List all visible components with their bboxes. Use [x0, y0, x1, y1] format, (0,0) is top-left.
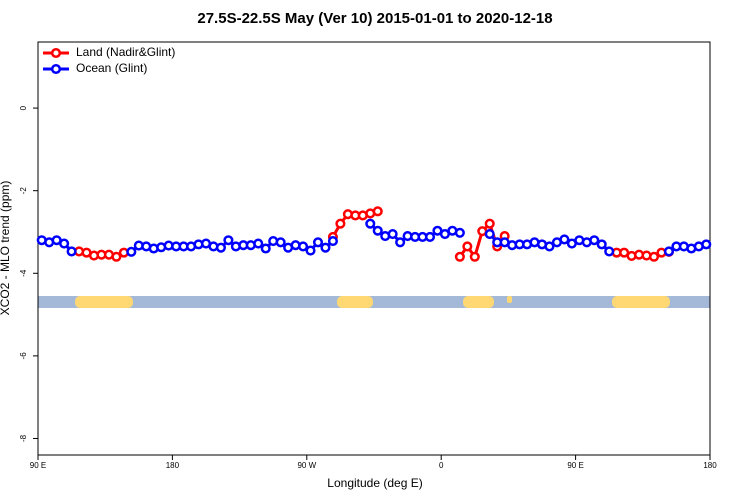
y-tick-label: -4: [19, 269, 28, 277]
plot-frame: [37, 41, 711, 456]
data-point: [305, 245, 316, 256]
data-point: [604, 246, 615, 257]
data-point: [462, 241, 473, 252]
land-patch: [75, 296, 133, 308]
legend-label: Ocean (Glint): [76, 61, 147, 75]
data-point: [544, 241, 555, 252]
x-axis-label: Longitude (deg E): [327, 476, 422, 490]
x-tick-label: 0: [439, 461, 444, 470]
data-point: [589, 235, 600, 246]
data-point: [596, 239, 607, 250]
legend-label: Land (Nadir&Glint): [76, 45, 175, 59]
data-point: [484, 228, 495, 240]
data-point: [372, 206, 383, 217]
land-patch: [463, 296, 494, 308]
x-tick-label: 180: [703, 461, 717, 470]
chart-title: 27.5S-22.5S May (Ver 10) 2015-01-01 to 2…: [197, 10, 552, 27]
data-point: [454, 227, 465, 238]
x-tick-label: 90 E: [567, 461, 583, 470]
y-tick-label: -8: [19, 434, 28, 442]
data-point: [559, 234, 570, 245]
data-point: [424, 231, 436, 242]
data-point: [387, 228, 398, 240]
data-point: [126, 246, 137, 257]
data-point: [469, 251, 480, 262]
land-ocean-strip: [38, 296, 710, 308]
land-patch: [507, 296, 512, 303]
y-axis-label: XCO2 - MLO trend (ppm): [0, 181, 12, 316]
legend-marker: [50, 63, 62, 75]
legend-marker: [50, 47, 62, 59]
data-point: [320, 242, 331, 253]
data-point: [395, 237, 406, 248]
data-point: [327, 236, 338, 247]
data-point: [253, 238, 264, 249]
data-point: [215, 242, 226, 253]
data-point: [260, 243, 271, 254]
y-tick-label: 0: [19, 105, 28, 110]
data-point: [454, 251, 465, 262]
data-point: [223, 235, 234, 246]
ocean-strip: [38, 296, 710, 308]
land-patch: [337, 296, 373, 308]
data-point: [111, 251, 122, 262]
x-tick-label: 90 W: [297, 461, 316, 470]
y-tick-label: -2: [19, 187, 28, 195]
data-point: [372, 225, 383, 236]
data-point: [365, 218, 376, 229]
data-point: [701, 239, 712, 250]
x-tick-label: 180: [166, 461, 180, 470]
data-point: [648, 251, 660, 262]
data-point: [275, 237, 286, 248]
data-point: [484, 218, 495, 229]
data-point: [335, 218, 346, 229]
data-point: [59, 238, 70, 249]
data-point: [298, 241, 309, 252]
x-tick-label: 90 E: [30, 461, 46, 470]
land-patch: [612, 296, 670, 308]
data-point: [663, 246, 674, 257]
y-tick-label: -6: [19, 352, 28, 360]
data-point: [312, 237, 324, 248]
data-point: [66, 246, 77, 257]
